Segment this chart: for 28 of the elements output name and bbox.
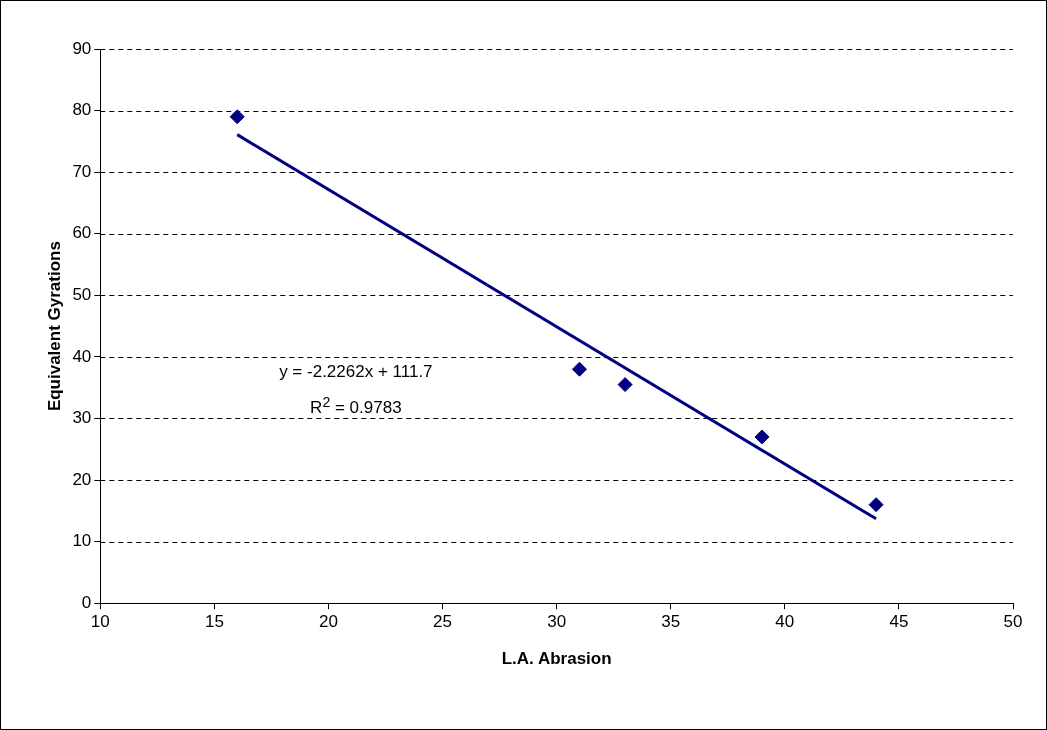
x-tick-label: 35 (661, 612, 681, 632)
y-tick-label: 0 (81, 592, 92, 612)
x-tick-label: 30 (547, 612, 567, 632)
point (229, 109, 245, 125)
y-axis-title: Equivalent Gyrations (44, 241, 64, 412)
x-axis-title: L.A. Abrasion (501, 649, 612, 669)
annotation: R$^{2}$ = 0.9783 (310, 394, 402, 419)
x-tick-label: 50 (1003, 612, 1023, 632)
point (571, 361, 587, 377)
point (754, 429, 770, 445)
annotation: y = -2.2262x + 111.7 (279, 361, 433, 382)
y-tick-label: 20 (72, 469, 92, 489)
y-tick-label: 30 (72, 408, 92, 428)
x-tick-label: 20 (319, 612, 338, 632)
x-tick-label: 45 (889, 612, 909, 632)
y-tick-label: 40 (72, 346, 92, 366)
y-tick-label: 50 (72, 285, 92, 304)
x-tick-label: 10 (90, 612, 110, 632)
y-tick-label: 60 (72, 223, 92, 243)
y-tick-label: 90 (72, 38, 92, 58)
point (617, 377, 633, 393)
x-tick-label: 25 (433, 612, 453, 632)
x-tick-label: 40 (775, 612, 795, 632)
y-tick-label: 10 (72, 531, 92, 551)
y-tick-label: 70 (72, 161, 92, 181)
x-tick-label: 15 (204, 612, 224, 632)
point (868, 497, 884, 513)
y-tick-label: 80 (72, 100, 92, 120)
